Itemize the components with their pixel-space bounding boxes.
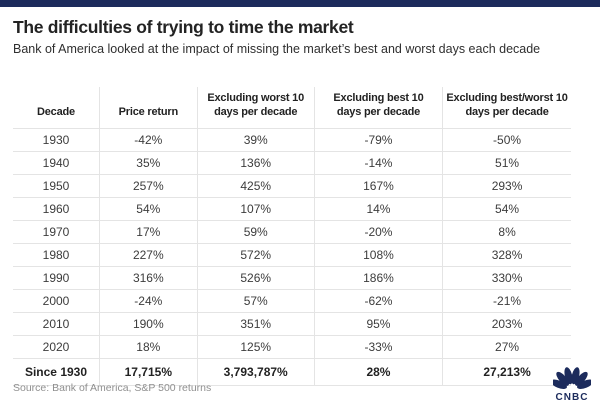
cell-value: -79% <box>313 128 443 152</box>
cell-value: 35% <box>98 151 198 175</box>
cell-value: 186% <box>313 266 443 290</box>
cell-value: 14% <box>313 197 443 221</box>
table-row: 1940 35% 136% -14% 51% <box>13 151 571 175</box>
table-header: Decade Price return Excluding worst 10 d… <box>13 86 571 129</box>
column-header-excluding-best: Excluding best 10 days per decade <box>313 86 443 129</box>
summary-value: 3,793,787% <box>196 358 315 387</box>
column-header-decade: Decade <box>37 105 75 118</box>
cell-value: 54% <box>98 197 198 221</box>
cell-value: 59% <box>196 220 315 244</box>
summary-label: Since 1930 <box>13 358 100 387</box>
cell-decade: 1980 <box>13 243 100 267</box>
cell-decade: 1950 <box>13 174 100 198</box>
summary-value: 28% <box>313 358 443 387</box>
cell-decade: 2010 <box>13 312 100 336</box>
cell-value: 54% <box>442 197 571 221</box>
cell-decade: 1930 <box>13 128 100 152</box>
cell-value: 136% <box>196 151 315 175</box>
cell-value: 95% <box>313 312 443 336</box>
cell-value: 107% <box>196 197 315 221</box>
cell-value: 18% <box>98 335 198 359</box>
table-body: 1930 -42% 39% -79% -50% 1940 35% 136% -1… <box>13 128 571 387</box>
cell-value: 125% <box>196 335 315 359</box>
cell-value: -50% <box>442 128 571 152</box>
table-row: 1960 54% 107% 14% 54% <box>13 197 571 221</box>
cell-value: 293% <box>442 174 571 198</box>
table-row: 1930 -42% 39% -79% -50% <box>13 128 571 152</box>
cell-value: 227% <box>98 243 198 267</box>
cell-value: -62% <box>313 289 443 313</box>
table-row: 1950 257% 425% 167% 293% <box>13 174 571 198</box>
column-header-price-return: Price return <box>98 86 198 129</box>
cell-value: 203% <box>442 312 571 336</box>
top-accent-bar <box>0 0 600 7</box>
summary-row: Since 1930 17,715% 3,793,787% 28% 27,213… <box>13 358 571 387</box>
cell-value: 328% <box>442 243 571 267</box>
cell-decade: 1960 <box>13 197 100 221</box>
cell-decade: 1940 <box>13 151 100 175</box>
column-header-excluding-best-worst: Excluding best/worst 10 days per decade <box>442 86 571 129</box>
cell-decade: 2000 <box>13 289 100 313</box>
table-row: 1980 227% 572% 108% 328% <box>13 243 571 267</box>
cell-value: 17% <box>98 220 198 244</box>
table-row: 1990 316% 526% 186% 330% <box>13 266 571 290</box>
cell-value: 57% <box>196 289 315 313</box>
peacock-icon <box>553 367 591 389</box>
chart-title: The difficulties of trying to time the m… <box>13 17 354 37</box>
table-row: 2020 18% 125% -33% 27% <box>13 335 571 359</box>
cell-value: 330% <box>442 266 571 290</box>
table-row: 2000 -24% 57% -62% -21% <box>13 289 571 313</box>
cell-value: 190% <box>98 312 198 336</box>
cell-value: 39% <box>196 128 315 152</box>
chart-subtitle: Bank of America looked at the impact of … <box>13 42 541 56</box>
cell-value: 351% <box>196 312 315 336</box>
cell-value: 572% <box>196 243 315 267</box>
column-header-excluding-worst: Excluding worst 10 days per decade <box>196 86 315 129</box>
returns-table: Decade Price return Excluding worst 10 d… <box>13 86 571 387</box>
summary-value: 27,213% <box>442 358 571 387</box>
cnbc-wordmark: CNBC <box>555 392 589 403</box>
cell-value: 316% <box>98 266 198 290</box>
cell-value: -24% <box>98 289 198 313</box>
content-area: The difficulties of trying to time the m… <box>0 17 600 387</box>
cell-value: 257% <box>98 174 198 198</box>
cell-value: -14% <box>313 151 443 175</box>
footer: Source: Bank of America, S&P 500 returns… <box>13 365 591 403</box>
cell-decade: 2020 <box>13 335 100 359</box>
cell-value: 526% <box>196 266 315 290</box>
table-row: 1970 17% 59% -20% 8% <box>13 220 571 244</box>
cell-value: 8% <box>442 220 571 244</box>
cell-value: -20% <box>313 220 443 244</box>
cell-decade: 1990 <box>13 266 100 290</box>
cell-value: 51% <box>442 151 571 175</box>
cell-value: 167% <box>313 174 443 198</box>
cnbc-logo: CNBC <box>553 365 591 403</box>
cell-value: 27% <box>442 335 571 359</box>
cell-value: -42% <box>98 128 198 152</box>
summary-value: 17,715% <box>98 358 198 387</box>
cell-decade: 1970 <box>13 220 100 244</box>
cell-value: 108% <box>313 243 443 267</box>
table-row: 2010 190% 351% 95% 203% <box>13 312 571 336</box>
cell-value: -21% <box>442 289 571 313</box>
cell-value: 425% <box>196 174 315 198</box>
source-note: Source: Bank of America, S&P 500 returns <box>13 382 212 394</box>
cell-value: -33% <box>313 335 443 359</box>
table-header-row: Decade Price return Excluding worst 10 d… <box>13 86 571 129</box>
